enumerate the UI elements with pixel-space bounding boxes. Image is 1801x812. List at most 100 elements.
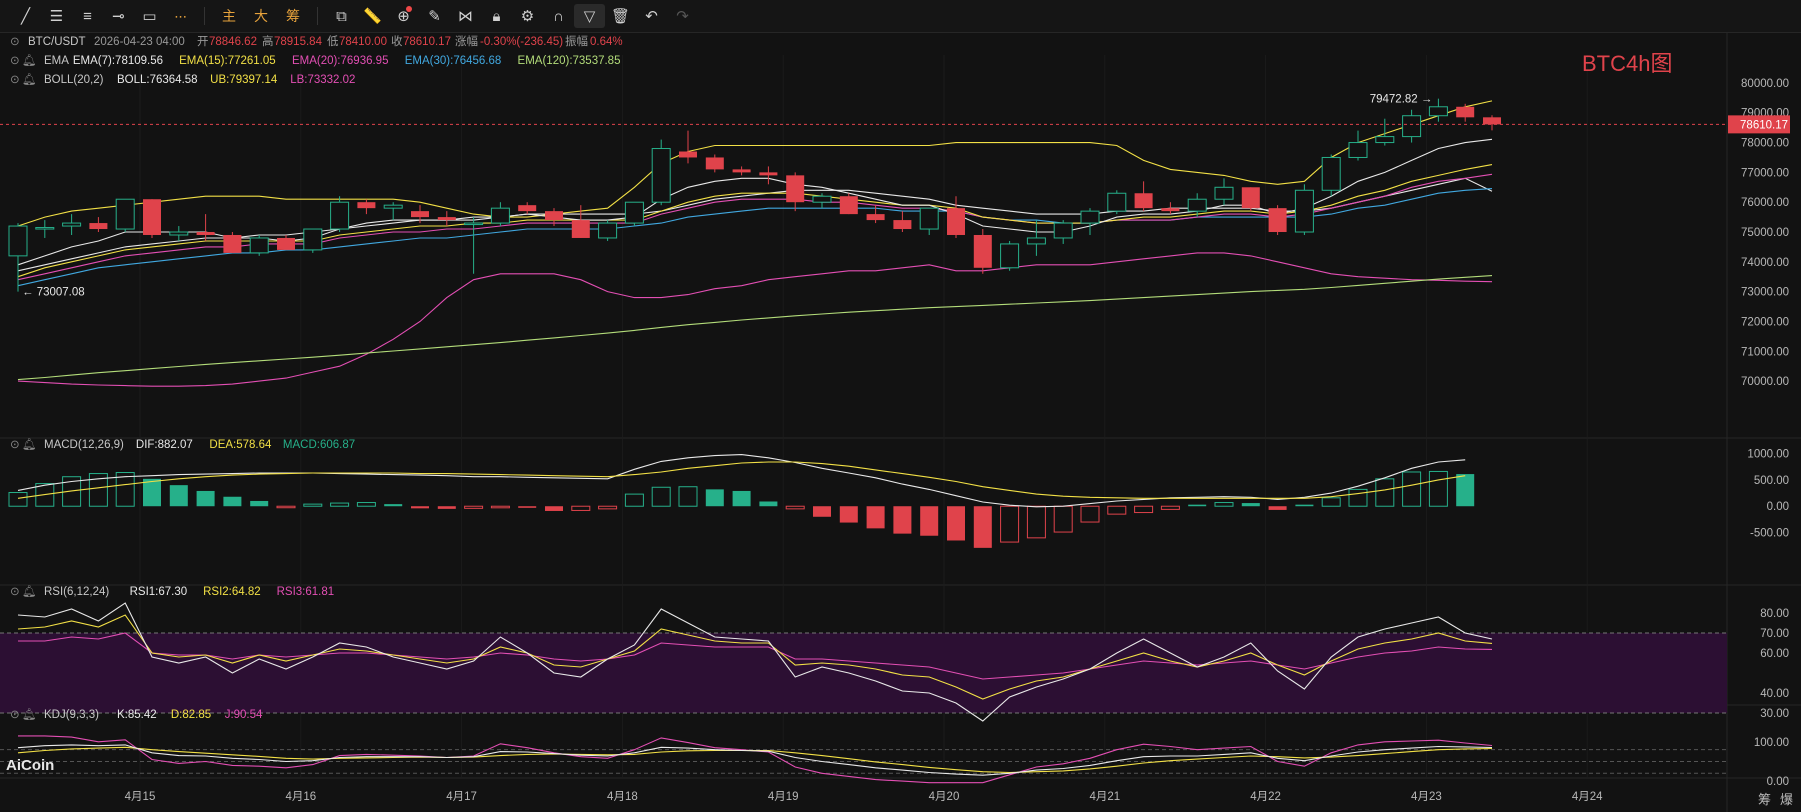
kdj-tick-label: 100.00 — [1754, 737, 1789, 749]
macd-histogram-bar — [1000, 505, 1020, 543]
macd-histogram-bar — [1375, 478, 1395, 507]
price-tick-label: 73000.00 — [1741, 287, 1789, 299]
filter-icon[interactable]: ▽ — [574, 4, 605, 28]
undo-icon[interactable]: ↶ — [645, 8, 658, 25]
macd-histogram-bar — [1348, 488, 1368, 507]
candlestick — [679, 130, 697, 164]
amplitude-value: 0.64% — [590, 36, 623, 48]
macd-histogram-bar — [947, 506, 965, 541]
macd-panel — [8, 454, 1475, 548]
price-axis: 80000.0079000.0078000.0077000.0076000.00… — [1741, 78, 1789, 788]
candle-body — [357, 202, 376, 209]
price-tick-label: 70000.00 — [1741, 376, 1789, 388]
macd-histogram-bar — [411, 506, 429, 509]
brush-icon[interactable]: ✎ — [428, 8, 441, 25]
rsi-tick-label: 60.00 — [1760, 648, 1789, 660]
big-order-button[interactable]: 大 — [254, 8, 268, 24]
kdj-legend-item: D:82.85 — [171, 709, 211, 721]
chips-button[interactable]: 筹 — [286, 8, 300, 24]
candlestick — [277, 234, 295, 250]
macd-histogram-bar — [276, 505, 296, 509]
parallel-line-icon[interactable]: ☰ — [49, 8, 64, 25]
candle-body — [89, 223, 108, 230]
chips-corner-label[interactable]: 筹 — [1758, 792, 1771, 807]
macd-histogram-bar — [384, 504, 403, 507]
redo-icon[interactable]: ↷ — [676, 8, 689, 25]
pattern-icon[interactable]: ⋈ — [458, 8, 473, 25]
candle-body — [866, 214, 885, 221]
rsi-overbought-oversold-band — [0, 633, 1727, 713]
candlestick — [330, 196, 350, 233]
kdj-bell-icon: 🔔︎ — [22, 708, 37, 721]
collapse-icon[interactable]: ⊙ — [10, 36, 20, 48]
settings-icon[interactable]: ⚙ — [520, 8, 535, 25]
boll-legend-name: BOLL(20,2) — [44, 74, 104, 86]
candlestick — [303, 228, 323, 253]
rsi-tick-label: 30.00 — [1760, 708, 1789, 720]
macd-histogram-bar — [651, 486, 671, 507]
trash-icon[interactable]: 🗑︎ — [610, 8, 631, 25]
candle-body — [812, 195, 832, 203]
macd-histogram-bar — [143, 478, 161, 507]
candle-body — [330, 201, 350, 230]
candlesticks[interactable] — [8, 98, 1501, 292]
open-value: 78846.62 — [209, 36, 257, 48]
lock-icon[interactable]: 🔒︎ — [492, 7, 501, 25]
boll-collapse-icon[interactable]: ⊙ — [10, 74, 20, 86]
macd-legend-item: DEA:578.64 — [209, 439, 272, 451]
macd-dea-line — [17, 461, 1466, 499]
main-indicator-button[interactable]: 主 — [222, 8, 236, 24]
candlestick — [839, 193, 858, 215]
macd-collapse-icon[interactable]: ⊙ — [10, 439, 20, 451]
macd-histogram-bar — [1428, 470, 1448, 507]
macd-histogram-bar — [1321, 497, 1341, 507]
rsi1-line — [17, 602, 1493, 722]
ruler-icon[interactable]: 📏 — [363, 8, 382, 25]
boll-mid-line — [17, 177, 1493, 272]
liquidation-corner-label[interactable]: 爆 — [1780, 792, 1793, 807]
candlestick — [1483, 115, 1501, 131]
rsi-band — [0, 632, 1727, 714]
time-tick-label: 4月23 — [1411, 791, 1442, 803]
ray-icon[interactable]: ⊸ — [112, 8, 125, 25]
price-tick-label: 77000.00 — [1741, 167, 1789, 179]
line-tool-icon[interactable]: ╱ — [20, 8, 31, 25]
ema-collapse-icon[interactable]: ⊙ — [10, 55, 20, 67]
current-price-value: 78610.17 — [1740, 119, 1788, 131]
candle-body — [411, 211, 429, 218]
candlestick — [8, 223, 28, 292]
macd-histogram-bar — [169, 485, 188, 507]
macd-histogram-bar — [1402, 471, 1422, 507]
kdj-tick-label: 0.00 — [1767, 776, 1789, 788]
candle-body — [732, 169, 751, 173]
rsi-collapse-icon[interactable]: ⊙ — [10, 586, 20, 598]
candlestick — [383, 202, 403, 221]
candle-body — [1214, 186, 1234, 200]
macd-bell-icon: 🔔︎ — [22, 438, 37, 451]
macd-histogram-bar — [839, 506, 858, 523]
rsi3-line — [18, 632, 1493, 680]
price-chart[interactable]: 80000.0079000.0078000.0077000.0076000.00… — [0, 33, 1801, 812]
macd-histogram-bar — [250, 500, 269, 507]
candlestick — [1375, 118, 1395, 146]
template-icon[interactable]: ⧉ — [336, 7, 347, 25]
macd-histogram-bar — [1160, 505, 1180, 510]
candle-body — [1161, 208, 1180, 212]
high-price-marker: 79472.82 → — [1370, 94, 1433, 106]
kdj-collapse-icon[interactable]: ⊙ — [10, 709, 20, 721]
candle-body — [1402, 115, 1422, 138]
more-dots-icon[interactable]: ∙∙∙ — [174, 7, 187, 25]
zoom-icon[interactable]: ⊕ — [388, 0, 419, 33]
horizontal-lines-icon[interactable]: ≡ — [83, 7, 92, 25]
candle-body — [947, 208, 965, 235]
ema-legend-name: EMA — [44, 55, 69, 67]
rsi-legend-item: RSI2:64.82 — [203, 586, 261, 598]
candlestick — [571, 205, 590, 238]
candlestick — [651, 139, 671, 206]
bollinger-lines — [17, 100, 1493, 387]
time-tick-label: 4月18 — [607, 791, 638, 803]
candlestick — [919, 207, 939, 235]
magnet-icon[interactable]: ∩ — [553, 7, 564, 25]
boll-lower-line — [17, 252, 1493, 387]
rectangle-icon[interactable]: ▭ — [142, 8, 157, 25]
